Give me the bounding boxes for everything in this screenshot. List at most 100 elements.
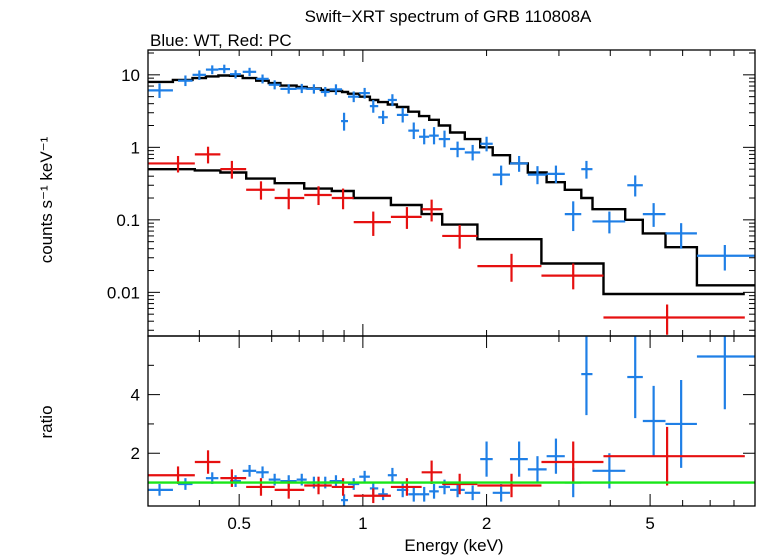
bottom-series-0-point-0 — [148, 484, 173, 496]
top-series-0-point-28 — [492, 165, 510, 186]
bottom-series-0-point-25 — [480, 441, 493, 477]
bottom-series-0-point-20 — [419, 486, 430, 502]
bottom-series-1-point-11 — [477, 473, 542, 498]
bottom-panel: 2 4 0.5 1 2 5 — [131, 335, 756, 533]
bottom-series-0-point-11 — [329, 475, 343, 487]
top-series-0-point-30 — [527, 166, 547, 185]
top-series-0-point-13 — [329, 84, 343, 95]
bottom-series-1-point-6 — [331, 478, 354, 496]
top-series-0-point-25 — [450, 141, 465, 158]
bottom-series-1-point-4 — [274, 481, 305, 499]
top-model-line-1 — [148, 168, 745, 296]
top-series-1-point-11 — [477, 253, 542, 282]
top-series-0-point-35 — [627, 175, 643, 197]
bottom-series-1-point-9 — [421, 460, 443, 485]
top-series-1-point-0 — [148, 155, 195, 173]
top-series-0-point-38 — [696, 244, 755, 271]
top-series-0-point-2 — [192, 70, 206, 80]
top-series-0-point-23 — [429, 127, 439, 145]
top-series-0-point-6 — [242, 67, 257, 77]
bottom-series-0-point-19 — [408, 486, 420, 502]
top-ytick-label-2: 0.1 — [116, 211, 140, 230]
top-y-axis-title: counts s⁻¹ keV⁻¹ — [37, 136, 56, 263]
top-series-1-point-10 — [442, 224, 478, 249]
bottom-series-0-point-26 — [492, 484, 510, 502]
top-ytick-label-1: 1 — [131, 138, 140, 157]
bottom-series-1-point-8 — [390, 478, 422, 496]
bottom-series-0-point-35 — [665, 379, 697, 468]
top-series-1-point-3 — [246, 181, 275, 200]
top-series-0-point-20 — [396, 107, 409, 123]
xtick-label-2: 2 — [482, 514, 491, 533]
top-series-0-point-14 — [341, 112, 348, 131]
top-series-0-point-4 — [218, 64, 231, 74]
top-series-0-point-11 — [306, 84, 321, 94]
top-series-0-point-5 — [230, 70, 241, 79]
top-series-0-point-9 — [280, 84, 297, 94]
top-series-0-point-10 — [296, 83, 307, 94]
bottom-series-0-point-13 — [347, 478, 360, 490]
xtick-label-0: 0.5 — [227, 514, 251, 533]
chart-subtitle: Blue: WT, Red: PC — [150, 31, 292, 50]
bottom-series-1-point-13 — [603, 426, 745, 486]
bottom-ytick-label-0: 2 — [131, 444, 140, 463]
bottom-series-0-point-33 — [627, 336, 643, 419]
bottom-series-0-point-5 — [256, 466, 269, 479]
bottom-series-1-point-12 — [541, 441, 604, 483]
top-series-0-point-21 — [408, 122, 420, 140]
top-series-0-point-19 — [387, 94, 397, 107]
top-series-0-point-36 — [642, 203, 666, 227]
top-series-0-point-8 — [268, 80, 281, 90]
chart-title: Swift−XRT spectrum of GRB 110808A — [305, 7, 592, 26]
top-series-0-point-12 — [320, 86, 330, 97]
top-series-0-point-29 — [509, 155, 528, 172]
top-series-0-point-7 — [256, 74, 269, 84]
top-series-1-point-9 — [421, 199, 443, 222]
bottom-series-0-point-28 — [527, 456, 547, 483]
top-series-1-point-1 — [194, 146, 221, 164]
bottom-series-0-point-27 — [509, 441, 528, 477]
top-series-0-point-33 — [581, 160, 593, 179]
xtick-label-1: 1 — [358, 514, 367, 533]
top-series-0-point-27 — [480, 136, 493, 152]
top-series-1-point-12 — [541, 263, 604, 290]
bottom-series-0-point-31 — [581, 336, 593, 416]
bottom-series-1-point-0 — [148, 466, 195, 485]
top-series-1-point-5 — [304, 186, 332, 206]
bottom-series-1-point-2 — [220, 469, 247, 487]
bottom-series-0-point-21 — [429, 484, 439, 499]
top-series-0-point-37 — [665, 223, 697, 249]
bottom-series-0-point-34 — [642, 385, 666, 457]
bottom-series-0-point-14 — [359, 470, 370, 483]
bottom-series-1-point-5 — [304, 476, 332, 495]
top-series-0-point-0 — [148, 83, 173, 98]
bottom-series-0-point-24 — [464, 485, 481, 501]
top-series-0-point-16 — [359, 87, 370, 99]
bottom-series-0-point-1 — [178, 478, 193, 490]
top-series-0-point-32 — [564, 201, 582, 232]
top-series-1-point-8 — [390, 207, 422, 229]
bottom-series-0-point-16 — [378, 488, 388, 501]
top-series-0-point-24 — [438, 130, 451, 148]
top-series-0-point-22 — [419, 128, 430, 145]
top-series-0-point-17 — [369, 99, 379, 113]
bottom-series-1-point-7 — [353, 488, 391, 504]
bottom-ytick-label-1: 4 — [131, 386, 140, 405]
top-series-1-point-4 — [274, 188, 305, 210]
top-series-0-point-26 — [464, 144, 481, 161]
top-series-1-point-6 — [331, 188, 354, 210]
top-series-0-point-15 — [347, 91, 360, 103]
bottom-series-0-point-4 — [242, 464, 257, 477]
top-model-line-0 — [148, 74, 755, 287]
top-ytick-label-3: 0.01 — [107, 283, 140, 302]
bottom-series-1-point-3 — [246, 478, 275, 496]
top-series-0-point-34 — [592, 211, 626, 234]
bottom-plot-frame — [147, 335, 756, 507]
x-axis-title: Energy (keV) — [404, 536, 503, 555]
top-series-1-point-13 — [603, 304, 745, 335]
xtick-label-3: 5 — [645, 514, 654, 533]
bottom-series-0-point-12 — [341, 494, 348, 506]
bottom-series-0-point-17 — [387, 467, 397, 483]
top-series-0-point-1 — [178, 75, 193, 87]
